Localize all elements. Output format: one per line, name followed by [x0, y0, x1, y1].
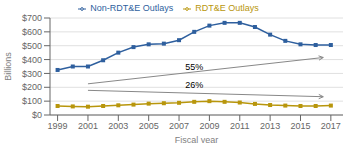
html-text:Non-RDT&E Outlays: Non-RDT&E Outlays	[90, 3, 174, 13]
svg-text:2001: 2001	[78, 121, 98, 131]
svg-text:$500: $500	[22, 41, 42, 51]
html-text:RDT&E Outlays: RDT&E Outlays	[195, 3, 259, 13]
svg-text:$400: $400	[22, 55, 42, 65]
svg-text:Fiscal year: Fiscal year	[175, 135, 219, 143]
svg-text:$700: $700	[22, 13, 42, 23]
svg-text:$0: $0	[32, 110, 42, 120]
svg-text:$100: $100	[22, 96, 42, 106]
svg-text:2015: 2015	[290, 121, 310, 131]
svg-text:Billions: Billions	[8, 52, 13, 81]
svg-text:26%: 26%	[185, 80, 203, 90]
svg-text:2009: 2009	[199, 121, 219, 131]
svg-text:2013: 2013	[260, 121, 280, 131]
svg-text:2005: 2005	[139, 121, 159, 131]
svg-text:2011: 2011	[230, 121, 249, 131]
svg-text:1999: 1999	[48, 121, 68, 131]
svg-text:2003: 2003	[108, 121, 128, 131]
svg-text:$300: $300	[22, 69, 42, 79]
svg-text:2007: 2007	[169, 121, 189, 131]
svg-text:$600: $600	[22, 27, 42, 37]
svg-text:2017: 2017	[321, 121, 341, 131]
svg-text:55%: 55%	[185, 62, 203, 72]
svg-text:$200: $200	[22, 82, 42, 92]
